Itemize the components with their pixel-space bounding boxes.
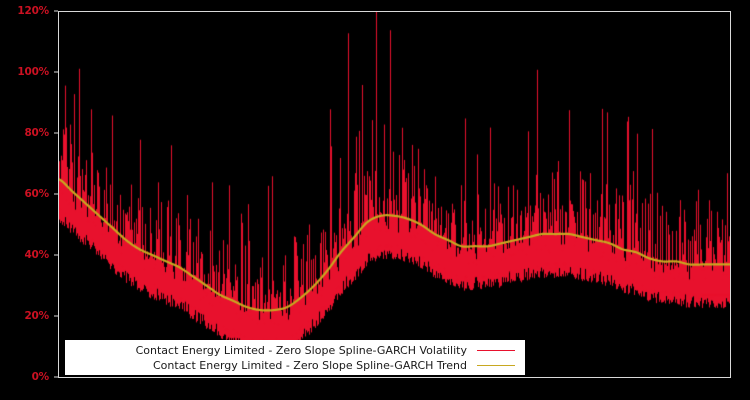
y-axis-tick-label: 100%: [17, 66, 49, 78]
y-axis-tick-mark: [54, 71, 58, 73]
y-axis-tick-label: 60%: [24, 188, 49, 200]
trend-line-swatch: [477, 364, 515, 366]
legend-item-volatility[interactable]: Contact Energy Limited - Zero Slope Spli…: [65, 343, 517, 358]
y-axis-tick-label: 20%: [24, 310, 49, 322]
plot-area: [58, 11, 731, 378]
y-axis: 0% 20% 40% 60% 80% 100% 120%: [0, 0, 58, 400]
y-axis-tick-label: 40%: [24, 249, 49, 261]
legend-label-volatility: Contact Energy Limited - Zero Slope Spli…: [135, 343, 467, 357]
chart-legend: Contact Energy Limited - Zero Slope Spli…: [65, 340, 525, 375]
y-axis-tick-mark: [54, 10, 58, 12]
y-axis-tick-mark: [54, 254, 58, 256]
legend-item-trend[interactable]: Contact Energy Limited - Zero Slope Spli…: [65, 358, 517, 373]
chart-canvas: [59, 12, 730, 377]
y-axis-tick-mark: [54, 315, 58, 317]
y-axis-tick-mark: [54, 376, 58, 378]
volatility-line-swatch: [477, 349, 515, 351]
y-axis-tick-label: 80%: [24, 127, 49, 139]
y-axis-tick-label: 0%: [31, 371, 50, 383]
legend-label-trend: Contact Energy Limited - Zero Slope Spli…: [153, 358, 467, 372]
y-axis-tick-mark: [54, 193, 58, 195]
y-axis-tick-label: 120%: [17, 5, 49, 17]
y-axis-tick-mark: [54, 132, 58, 134]
